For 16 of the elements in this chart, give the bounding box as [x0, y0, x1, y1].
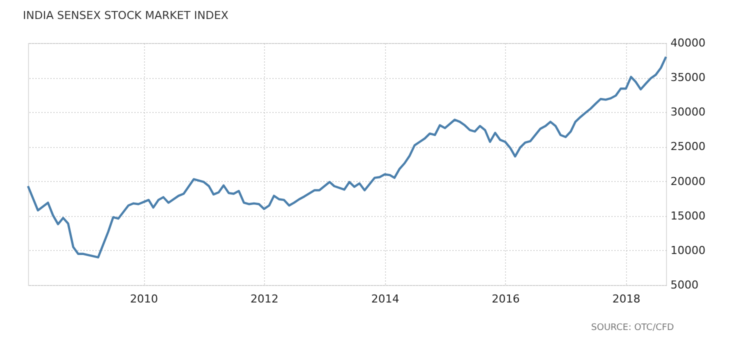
x-tick-label: 2012	[250, 292, 279, 306]
x-tick-label: 2010	[130, 292, 158, 306]
y-tick-label: 30000	[670, 106, 706, 119]
x-tick-label: 2014	[371, 292, 400, 306]
chart-title: INDIA SENSEX STOCK MARKET INDEX	[22, 9, 229, 22]
y-tick-label: 15000	[670, 209, 706, 222]
source-note: SOURCE: OTC/CFD	[591, 323, 674, 333]
y-tick-label: 20000	[670, 174, 706, 188]
y-tick-label: 40000	[670, 36, 706, 50]
y-tick-label: 10000	[670, 244, 706, 257]
line-series	[26, 56, 668, 258]
y-tick-label: 5000	[670, 278, 698, 292]
y-tick-label: 25000	[670, 140, 706, 154]
x-tick-label: 2018	[612, 292, 640, 306]
y-tick-label: 35000	[670, 71, 706, 84]
x-tick-label: 2016	[492, 292, 520, 306]
